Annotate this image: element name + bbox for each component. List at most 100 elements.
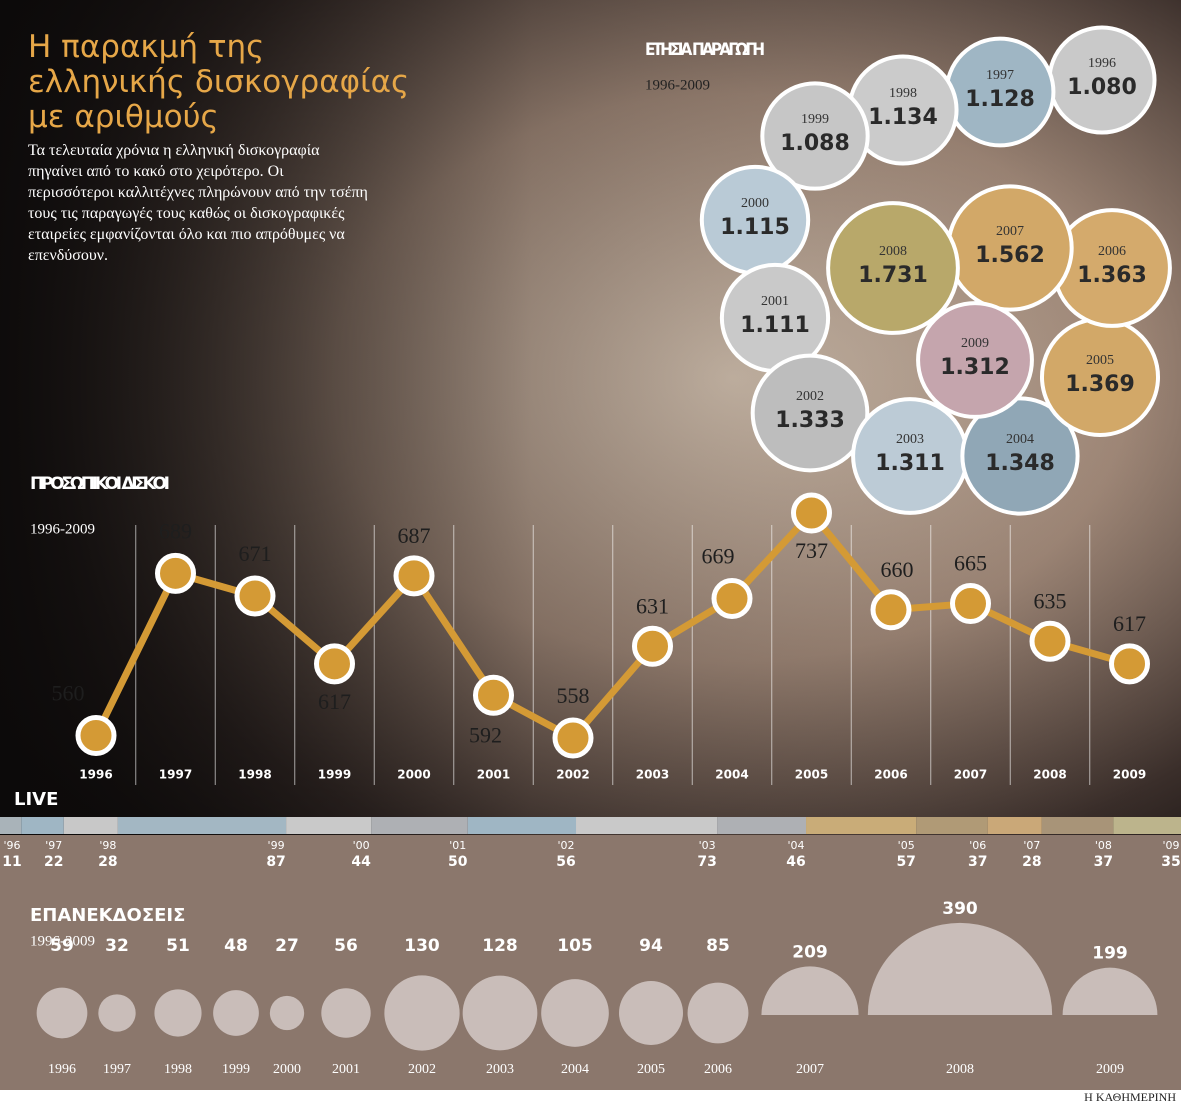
value-label: 660 bbox=[881, 557, 914, 582]
bubble-year: 2009 bbox=[961, 336, 989, 351]
segment-value: 46 bbox=[786, 854, 805, 870]
segment-year: '99 bbox=[268, 839, 285, 852]
segment bbox=[717, 817, 807, 834]
value-label: 56 bbox=[334, 936, 358, 956]
x-tick-label: 2002 bbox=[556, 768, 589, 782]
point bbox=[870, 589, 912, 631]
segment-year: '05 bbox=[898, 839, 915, 852]
bubble-year: 2003 bbox=[896, 432, 924, 447]
point bbox=[314, 643, 355, 685]
segment bbox=[576, 817, 718, 834]
section-subtitle: 1996-2009 bbox=[30, 933, 95, 949]
value-label: 209 bbox=[792, 942, 828, 962]
bubble-value: 1.111 bbox=[740, 313, 810, 338]
section-title: LIVE bbox=[14, 789, 58, 810]
x-tick-label: 2009 bbox=[1096, 1062, 1124, 1077]
bubble-year: 2007 bbox=[996, 224, 1024, 239]
value-label: 671 bbox=[239, 541, 272, 566]
point bbox=[473, 674, 514, 716]
value-label: 631 bbox=[636, 593, 669, 618]
x-tick-label: 2003 bbox=[636, 768, 669, 782]
value-label: 560 bbox=[52, 681, 85, 706]
x-tick-label: 2008 bbox=[946, 1062, 974, 1077]
value-label: 737 bbox=[795, 538, 828, 563]
segment bbox=[987, 817, 1042, 834]
source: Η ΚΑΘΗΜΕΡΙΝΗ bbox=[1084, 1090, 1176, 1104]
x-tick-label: 2000 bbox=[273, 1062, 301, 1077]
half-bubble bbox=[867, 922, 1053, 1015]
bubble-value: 1.363 bbox=[1077, 263, 1147, 288]
value-label: 105 bbox=[557, 936, 593, 956]
bubble bbox=[462, 975, 538, 1051]
segment-year: '06 bbox=[969, 839, 986, 852]
segment bbox=[286, 817, 372, 834]
x-tick-label: 1999 bbox=[222, 1062, 250, 1077]
bubble-year: 2000 bbox=[741, 196, 769, 211]
bubble-year: 2005 bbox=[1086, 353, 1114, 368]
point bbox=[1109, 643, 1150, 685]
point bbox=[1029, 620, 1071, 662]
point bbox=[393, 555, 435, 597]
value-label: 94 bbox=[639, 936, 663, 956]
segment-value: 35 bbox=[1161, 854, 1180, 870]
x-tick-label: 2004 bbox=[715, 768, 748, 782]
bubble-value: 1.080 bbox=[1067, 75, 1137, 100]
segment bbox=[467, 817, 577, 834]
x-tick-label: 2003 bbox=[486, 1062, 514, 1077]
segment-value: 44 bbox=[351, 854, 371, 870]
segment bbox=[21, 817, 64, 834]
value-label: 617 bbox=[1113, 611, 1146, 636]
section-title: ΕΠΑΝΕΚΔΟΣΕΙΣ bbox=[30, 905, 185, 926]
value-label: 689 bbox=[159, 518, 192, 543]
segment bbox=[63, 817, 118, 834]
point bbox=[552, 717, 594, 759]
segment bbox=[371, 817, 468, 834]
segment-value: 57 bbox=[896, 854, 915, 870]
value-label: 635 bbox=[1034, 588, 1067, 613]
half-bubble bbox=[1062, 967, 1158, 1015]
x-tick-label: 1999 bbox=[318, 768, 351, 782]
bubble-year: 2004 bbox=[1006, 432, 1034, 447]
segment-value: 37 bbox=[1094, 854, 1113, 870]
segment-value: 87 bbox=[266, 854, 285, 870]
bubble bbox=[154, 989, 202, 1037]
x-tick-label: 2007 bbox=[954, 768, 987, 782]
bubble-value: 1.088 bbox=[780, 131, 850, 156]
bubble-value: 1.134 bbox=[868, 105, 938, 130]
segment-year: '07 bbox=[1023, 839, 1040, 852]
point bbox=[632, 625, 673, 667]
bubble-value: 1.369 bbox=[1065, 372, 1135, 397]
x-tick-label: 2004 bbox=[561, 1062, 589, 1077]
x-tick-label: 1996 bbox=[79, 768, 112, 782]
bubble-value: 1.115 bbox=[720, 215, 790, 240]
bubble bbox=[750, 353, 870, 473]
value-label: 59 bbox=[50, 936, 74, 956]
x-tick-label: 2001 bbox=[332, 1062, 360, 1077]
bubble bbox=[98, 994, 136, 1032]
point bbox=[75, 714, 117, 756]
bubble bbox=[269, 995, 305, 1031]
segment bbox=[117, 817, 287, 834]
bubble bbox=[826, 201, 960, 335]
value-label: 665 bbox=[954, 551, 987, 576]
segment-value: 11 bbox=[2, 854, 21, 870]
point bbox=[950, 583, 991, 625]
value-label: 51 bbox=[166, 936, 190, 956]
x-tick-label: 1998 bbox=[164, 1062, 192, 1077]
bubble bbox=[541, 979, 609, 1047]
value-label: 48 bbox=[224, 936, 248, 956]
bubble-value: 1.333 bbox=[775, 408, 845, 433]
value-label: 687 bbox=[398, 523, 431, 548]
bubble-year: 1999 bbox=[801, 112, 829, 127]
x-tick-label: 2008 bbox=[1033, 768, 1066, 782]
value-label: 617 bbox=[318, 689, 351, 714]
title: Η παρακμή της ελληνικής δισκογραφίας με … bbox=[28, 29, 410, 135]
intro: Τα τελευταία χρόνια η ελληνική δισκογραφ… bbox=[28, 142, 368, 264]
segment bbox=[1113, 817, 1181, 834]
x-tick-label: 2005 bbox=[795, 768, 828, 782]
x-tick-label: 1996 bbox=[48, 1062, 76, 1077]
value-label: 85 bbox=[706, 936, 730, 956]
point bbox=[711, 577, 753, 619]
point bbox=[791, 492, 832, 534]
bubble bbox=[36, 987, 88, 1039]
